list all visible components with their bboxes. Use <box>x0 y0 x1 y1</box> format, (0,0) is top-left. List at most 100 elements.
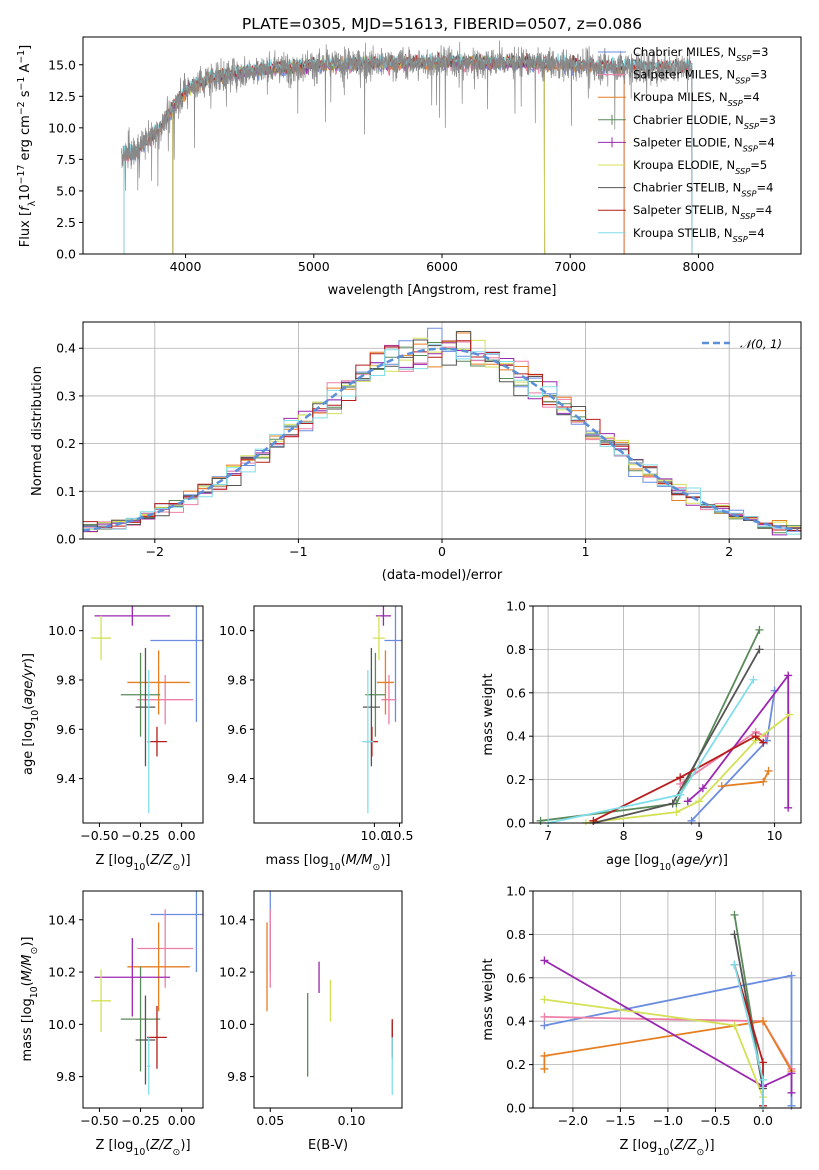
weight-lines <box>540 910 796 1110</box>
weight-marker <box>759 777 768 786</box>
model-spectrum-line <box>172 53 546 254</box>
axes-frame <box>82 605 204 824</box>
x-tick-label: 0.00 <box>168 828 196 843</box>
y-tick-label: 10.4 <box>48 912 76 927</box>
y-tick-label: 1.0 <box>506 599 526 614</box>
legend-label: Salpeter STELIB, NSSP=4 <box>633 203 772 221</box>
weight-marker <box>787 1069 796 1078</box>
legend-label: Chabrier ELODIE, NSSP=3 <box>633 113 776 131</box>
weight-marker <box>540 1012 549 1021</box>
y-tick-label: 9.8 <box>227 672 247 687</box>
legend-label: Chabrier STELIB, NSSP=4 <box>633 181 773 199</box>
legend-label: Kroupa STELIB, NSSP=4 <box>633 226 765 244</box>
weight-marker <box>536 816 545 825</box>
mass_vs_ebv-panel: 0.05 0.10 9.8 10.0 10.2 10.4 E(B-V) <box>219 890 403 1153</box>
x-tick-label: −0.50 <box>80 1113 118 1128</box>
y-tick-label: 0.2 <box>506 772 526 787</box>
x-tick-label: 0 <box>438 544 446 559</box>
x-tick-label: 0.05 <box>256 1113 284 1128</box>
x-axis-label: age [log10(age/yr)] <box>606 853 728 873</box>
x-tick-label: −0.5 <box>700 1113 730 1128</box>
weight-line <box>544 998 764 1108</box>
weight-marker <box>759 738 768 747</box>
weight-marker <box>751 732 760 741</box>
weight-marker <box>730 960 739 969</box>
y-tick-label: 0.1 <box>56 484 76 499</box>
residual-histogram <box>83 343 801 535</box>
weight-marker <box>676 773 685 782</box>
y-tick-label: 10.4 <box>219 912 247 927</box>
x-tick-label: 7000 <box>554 259 586 274</box>
weight-marker <box>755 625 764 634</box>
x-tick-label: −0.25 <box>121 1113 159 1128</box>
y-tick-label: 0.0 <box>506 1101 526 1116</box>
errorbars <box>266 891 393 1095</box>
weight-marker <box>787 971 796 980</box>
x-tick-label: −1 <box>289 544 307 559</box>
weight-marker <box>784 671 793 680</box>
x-tick-label: 2 <box>725 544 733 559</box>
x-tick-label: 0.00 <box>168 1113 196 1128</box>
weight-marker <box>676 790 685 799</box>
weight-marker <box>540 1064 549 1073</box>
weight-marker <box>755 645 764 654</box>
y-tick-label: 10.2 <box>219 965 247 980</box>
x-tick-label: −1.0 <box>653 1113 683 1128</box>
residuals-panel: −2 −1 0 1 2 0.0 0.1 0.2 0.3 0.4 (data-model)/error… <box>30 321 802 583</box>
x-tick-label: −0.25 <box>121 828 159 843</box>
y-tick-label: 0.0 <box>56 532 76 547</box>
weight-line <box>592 735 764 822</box>
weight-marker <box>758 1058 767 1067</box>
y-tick-label: 0.2 <box>56 436 76 451</box>
weight-marker <box>668 799 677 808</box>
axes-frame <box>253 605 403 824</box>
weight_vs_age-panel: 7 8 9 10 0.0 0.2 0.4 0.6 0.8 1.0 age [log10(age/yr… <box>481 599 802 873</box>
weight-marker <box>784 803 793 812</box>
errorbars <box>91 606 203 814</box>
axes-frame <box>532 605 802 824</box>
x-axis-label: wavelength [Angstrom, rest frame] <box>328 283 557 298</box>
errorbars <box>362 606 402 814</box>
y-tick-label: 2.5 <box>56 215 76 230</box>
weight-marker <box>540 1021 549 1030</box>
weight-line <box>547 679 755 824</box>
data-spectrum-line <box>121 40 693 191</box>
y-tick-label: 0.6 <box>506 685 526 700</box>
x-tick-label: −1.5 <box>605 1113 635 1128</box>
y-tick-label: 10.0 <box>48 623 76 638</box>
weight-marker <box>540 1051 549 1060</box>
y-tick-label: 0.3 <box>56 388 76 403</box>
weight-marker <box>730 910 739 919</box>
y-tick-label: 12.5 <box>48 89 76 104</box>
y-tick-label: 9.8 <box>227 1069 247 1084</box>
y-tick-label: 9.6 <box>56 722 76 737</box>
y-tick-label: 0.0 <box>506 816 526 831</box>
y-tick-label: 0.6 <box>506 970 526 985</box>
x-tick-label: 4000 <box>170 259 202 274</box>
x-axis-label: E(B-V) <box>308 1138 348 1153</box>
weight-line <box>543 959 793 1093</box>
weight-marker <box>683 797 692 806</box>
errorbars <box>91 891 203 1095</box>
weight-line <box>721 770 770 787</box>
y-tick-label: 10.0 <box>219 1017 247 1032</box>
x-tick-label: 0.10 <box>338 1113 366 1128</box>
y-tick-label: 9.8 <box>56 672 76 687</box>
age_vs_Z-panel: −0.50 −0.25 0.00 9.4 9.6 9.8 10.0 Z [log10(Z/Z⊙… <box>21 605 204 873</box>
model-spectrum-line <box>172 55 546 254</box>
y-tick-label: 0.0 <box>56 247 76 262</box>
x-axis-label: Z [log10(Z/Z⊙)] <box>619 1138 714 1158</box>
y-tick-label: 9.4 <box>227 771 247 786</box>
x-axis-label: mass [log10(M/M⊙)] <box>266 853 391 873</box>
weight-marker <box>672 808 681 817</box>
x-tick-label: −2 <box>146 544 164 559</box>
x-tick-label: −2.0 <box>558 1113 588 1128</box>
legend-label: Chabrier MILES, NSSP=3 <box>633 45 768 63</box>
axes-frame <box>82 890 204 1109</box>
spectrum-lines <box>121 40 693 254</box>
y-tick-label: 9.6 <box>227 722 247 737</box>
weight-marker <box>540 956 549 965</box>
y-tick-label: 0.4 <box>56 341 76 356</box>
